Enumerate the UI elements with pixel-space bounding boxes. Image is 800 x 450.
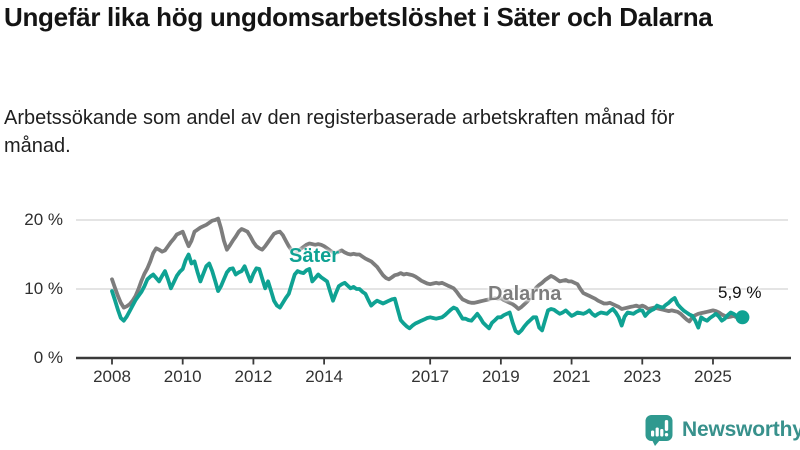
latest-value-annotation: 5,9 %	[718, 283, 762, 302]
page-title: Ungefär lika hög ungdomsarbetslöshet i S…	[4, 2, 713, 32]
x-tick-label: 2014	[305, 367, 344, 386]
x-tick-label: 2021	[552, 367, 591, 386]
series-line-säter	[110, 252, 745, 336]
y-tick-label: 0 %	[33, 348, 63, 367]
x-tick-label: 2017	[411, 367, 450, 386]
series-label-dalarna: Dalarna	[488, 283, 562, 305]
newsworthy-logo-icon	[645, 415, 673, 446]
latest-value-dot	[735, 310, 750, 325]
x-tick-label: 2019	[481, 367, 520, 386]
x-tick-label: 2012	[234, 367, 273, 386]
series-line-dalarna	[110, 216, 745, 324]
y-tick-label: 20 %	[24, 210, 63, 229]
x-tick-label: 2010	[163, 367, 202, 386]
x-tick-label: 2025	[694, 367, 732, 386]
brand-name: Newsworthy	[682, 418, 800, 441]
brand-footer: Newsworthy	[644, 413, 800, 447]
y-tick-label: 10 %	[24, 279, 63, 298]
x-tick-label: 2023	[623, 367, 662, 386]
page-subtitle: Arbetssökande som andel av den registerb…	[4, 107, 675, 157]
series-label-säter: Säter	[289, 245, 340, 267]
x-tick-label: 2008	[93, 367, 131, 386]
